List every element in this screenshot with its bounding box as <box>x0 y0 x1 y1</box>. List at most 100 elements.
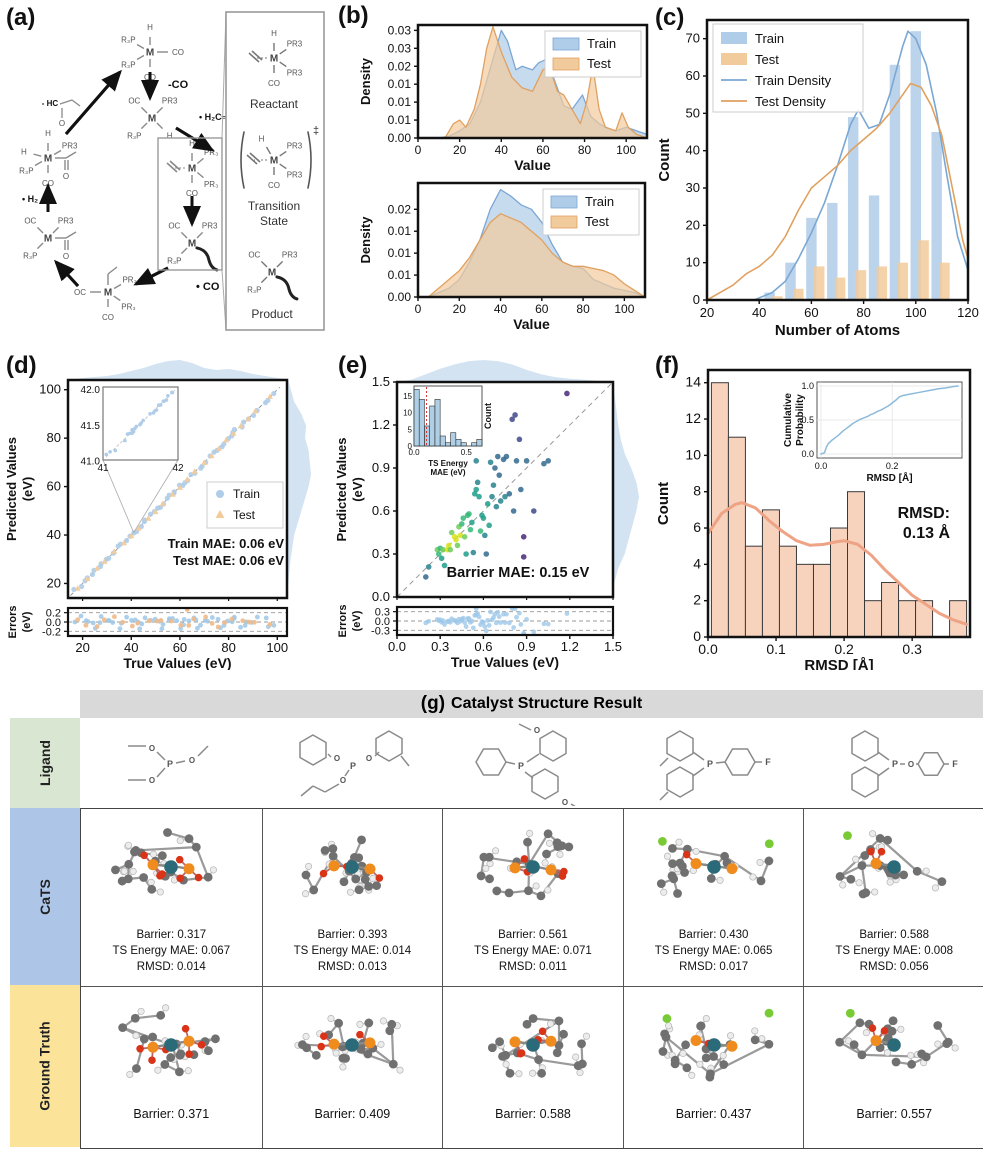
svg-text:0.0: 0.0 <box>375 616 390 628</box>
panel-c-atom-histogram: 0 10 20 30 40 50 60 70 20 40 60 80 100 120 Number of A… <box>650 0 983 340</box>
svg-text:0.0: 0.0 <box>388 639 406 654</box>
svg-text:1.5: 1.5 <box>604 639 622 654</box>
svg-text:0.01: 0.01 <box>388 77 412 91</box>
svg-text:Test: Test <box>755 52 779 67</box>
table-title: Catalyst Structure Result <box>451 695 643 712</box>
svg-text:OC: OC <box>168 221 180 230</box>
svg-text:PR3: PR3 <box>58 216 74 225</box>
svg-text:20: 20 <box>453 302 467 316</box>
gt-cell-3: Barrier: 0.588 <box>442 986 623 1148</box>
gt-cell-5: Barrier: 0.557 <box>803 986 983 1148</box>
svg-text:0.01: 0.01 <box>388 113 412 127</box>
ligand-structure-1: P O O O <box>80 718 261 808</box>
svg-text:0.0: 0.0 <box>815 461 828 471</box>
svg-text:8: 8 <box>693 483 701 499</box>
svg-text:0.01: 0.01 <box>388 268 412 282</box>
table-header: (g) Catalyst Structure Result <box>80 690 983 718</box>
svg-text:20: 20 <box>75 640 89 655</box>
svg-text:H: H <box>271 29 277 38</box>
svg-text:5: 5 <box>408 425 413 434</box>
svg-text:H: H <box>167 132 173 141</box>
svg-text:10: 10 <box>403 409 412 418</box>
svg-text:P: P <box>892 759 898 769</box>
svg-text:M: M <box>146 48 154 59</box>
svg-text:0.5: 0.5 <box>461 448 473 457</box>
svg-text:(eV): (eV) <box>21 611 33 632</box>
svg-text:F: F <box>765 757 771 767</box>
svg-text:RMSD [Å]: RMSD [Å] <box>866 471 912 484</box>
svg-text:20: 20 <box>453 143 467 157</box>
svg-text:0.01: 0.01 <box>388 246 412 260</box>
svg-text:10: 10 <box>686 255 700 270</box>
svg-text:State: State <box>260 214 288 228</box>
svg-text:O: O <box>59 119 65 128</box>
svg-text:P: P <box>350 761 356 771</box>
svg-text:PR3: PR3 <box>282 250 298 259</box>
svg-text:• H₂: • H₂ <box>22 194 38 204</box>
svg-text:Predicted Values: Predicted Values <box>4 437 19 541</box>
svg-text:- HC: - HC <box>42 99 59 108</box>
svg-text:0.2: 0.2 <box>834 641 854 657</box>
svg-text:PR3: PR3 <box>287 142 303 151</box>
svg-text:41.0: 41.0 <box>81 457 101 468</box>
svg-text:0: 0 <box>693 628 701 644</box>
svg-text:OC: OC <box>74 288 86 297</box>
svg-text:42: 42 <box>172 463 184 474</box>
svg-text:M: M <box>44 154 52 165</box>
density-plots: 0.00 0.01 0.01 0.01 0.02 0.03 0.03 0 20 40 60 80 100… <box>358 23 649 332</box>
svg-text:R₃P: R₃P <box>23 252 37 261</box>
svg-text:60: 60 <box>686 68 700 83</box>
svg-text:0.02: 0.02 <box>388 202 412 216</box>
svg-text:100: 100 <box>905 305 927 320</box>
svg-text:P: P <box>707 759 713 769</box>
svg-text:80: 80 <box>47 430 61 445</box>
cats-cell-1: Barrier: 0.317 TS Energy MAE: 0.067 RMSD: … <box>81 809 262 986</box>
svg-text:60: 60 <box>47 479 61 494</box>
panel-e-label: (e) <box>338 352 368 379</box>
svg-text:0.6: 0.6 <box>474 639 492 654</box>
panel-b-density-plots: 0.00 0.01 0.01 0.01 0.02 0.03 0.03 0 20 40 60 80 100… <box>330 0 650 340</box>
svg-text:100: 100 <box>614 302 634 316</box>
svg-text:H: H <box>45 129 51 138</box>
svg-text:-0.3: -0.3 <box>371 625 390 637</box>
svg-text:40: 40 <box>752 305 766 320</box>
svg-text:H: H <box>147 23 153 32</box>
svg-text:0.3: 0.3 <box>375 607 390 619</box>
cats-cell-3: Barrier: 0.561 TS Energy MAE: 0.071 RMSD: … <box>442 809 623 986</box>
svg-text:CO: CO <box>102 313 114 322</box>
svg-text:O: O <box>149 776 155 785</box>
svg-text:• H₂C═CH₂: • H₂C═CH₂ <box>199 112 245 122</box>
svg-text:PR3: PR3 <box>162 96 178 105</box>
svg-text:6: 6 <box>693 519 701 535</box>
panel-d-parity-plot: 42.0 41.5 41.0 41 42 Train Test Train MAE: 0.06… <box>0 340 330 671</box>
svg-text:H: H <box>259 134 265 143</box>
svg-text:60: 60 <box>536 143 550 157</box>
gt-cell-4: Barrier: 0.437 <box>622 986 804 1148</box>
svg-text:OC: OC <box>248 250 260 259</box>
ground-truth-row: Barrier: 0.371 Barrier: 0.409 Barrier: 0… <box>81 986 983 1148</box>
row-header-ligand: Ligand <box>10 718 80 808</box>
svg-text:2: 2 <box>693 592 701 608</box>
svg-text:O: O <box>562 798 568 806</box>
svg-text:R₃P: R₃P <box>247 286 261 295</box>
svg-text:M: M <box>188 164 196 175</box>
svg-text:4: 4 <box>693 555 701 571</box>
panel-f-rmsd-histogram: 0 2 4 6 8 10 12 14 0.0 0.1 0.2 0.3 RMSD [Å] Count RMSD… <box>650 340 983 674</box>
svg-text:40: 40 <box>47 527 61 542</box>
svg-text:-CO: -CO <box>168 79 189 91</box>
svg-text:Number of Atoms: Number of Atoms <box>775 322 900 339</box>
panel-a-label: (a) <box>6 4 36 31</box>
atom-count-histogram: 0 10 20 30 40 50 60 70 20 40 60 80 100 120 Number of A… <box>656 18 979 339</box>
svg-text:0: 0 <box>693 292 700 307</box>
svg-text:(eV): (eV) <box>20 477 35 502</box>
rmsd-histogram: 0 2 4 6 8 10 12 14 0.0 0.1 0.2 0.3 RMSD [Å] Count RMSD… <box>655 368 972 674</box>
svg-text:-0.2: -0.2 <box>42 626 61 638</box>
panel-g-label: (g) <box>420 693 446 714</box>
panel-e-barrier-scatter: 0 5 10 15 0.0 0.5 TS Energy MAE (eV) Count Barrie… <box>330 340 660 670</box>
svg-text:MAE (eV): MAE (eV) <box>430 468 465 477</box>
svg-text:R₃P: R₃P <box>121 36 135 45</box>
svg-text:OC: OC <box>24 216 36 225</box>
svg-text:41.5: 41.5 <box>81 421 101 432</box>
